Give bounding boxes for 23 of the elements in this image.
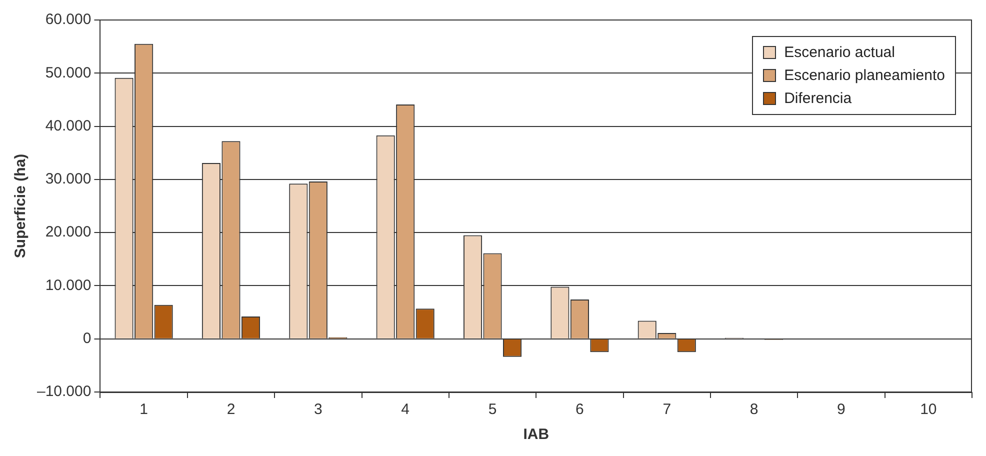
y-tick-label: 0 [82,330,92,347]
y-axis-title: Superficie (ha) [12,154,30,258]
x-tick-label: 5 [488,401,497,418]
x-tick-label: 3 [314,401,322,418]
x-tick-label: 9 [837,401,846,418]
y-tick-label: 20.000 [45,224,92,241]
y-tick-label: 40.000 [45,117,92,134]
y-tick-label: 30.000 [45,170,92,188]
x-tick-label: 4 [401,401,410,418]
y-tick-label: 50.000 [45,64,92,82]
y-tick-label: 10.000 [45,276,92,294]
x-axis-title: IAB [523,426,550,444]
x-tick-label: 8 [750,401,758,418]
x-tick-label: 6 [576,401,584,418]
legend-label: Diferencia [784,89,852,109]
y-tick-label: 60.000 [45,11,92,28]
x-tick-label: 7 [662,401,672,418]
x-tick-label: 2 [226,401,236,418]
y-tick-label: –10.000 [36,383,92,400]
x-tick-label: 10 [920,401,937,418]
x-tick-label: 1 [140,401,148,418]
legend-label: Escenario actual [784,43,895,63]
legend-label: Escenario planeamiento [784,66,945,86]
